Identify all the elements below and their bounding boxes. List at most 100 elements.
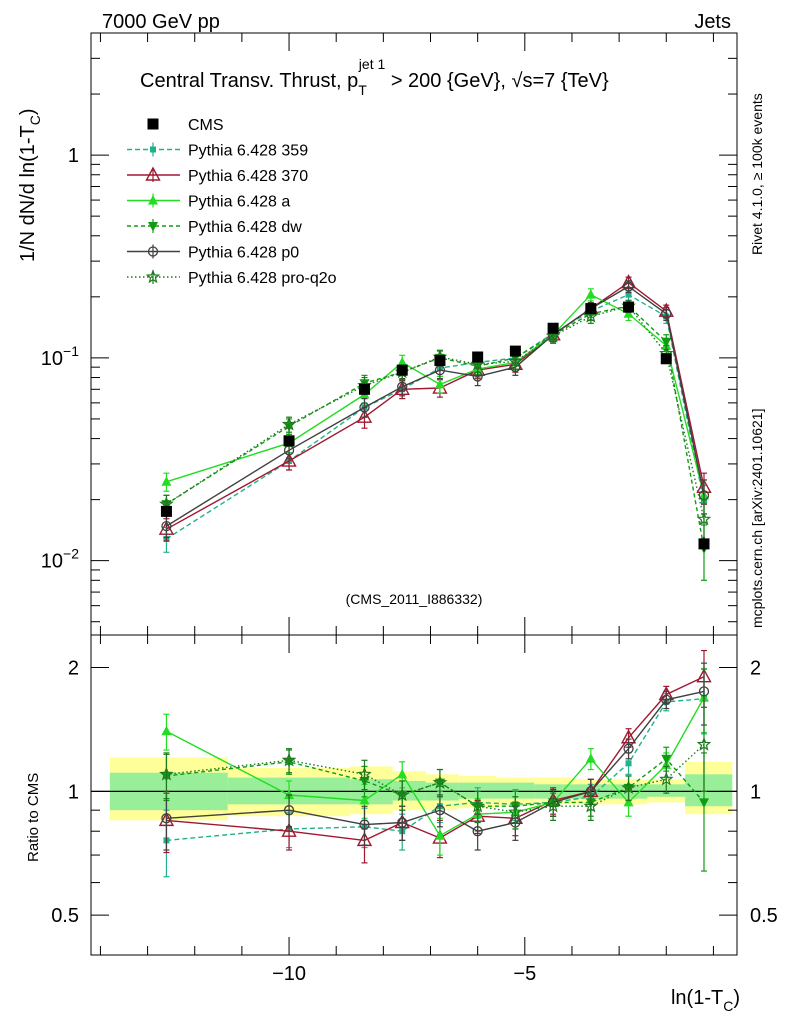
legend-label: Pythia 6.428 pro-q2o bbox=[188, 270, 337, 287]
main-y-tick-label: 1 bbox=[68, 145, 79, 167]
legend-label: Pythia 6.428 p0 bbox=[188, 245, 299, 262]
data-point bbox=[585, 303, 597, 315]
data-point bbox=[472, 351, 484, 363]
ratio-point bbox=[470, 798, 485, 813]
main-y-tick-label-base: 1 bbox=[68, 145, 79, 167]
data-point bbox=[397, 381, 408, 392]
rivet-label: Rivet 4.1.0, ≥ 100k events bbox=[749, 93, 765, 255]
main-y-axis-label-a: 1/N dN/d ln(1-T bbox=[17, 125, 39, 262]
legend-label: Pythia 6.428 dw bbox=[188, 219, 302, 236]
chart-title-post1: > 200 {GeV}, bbox=[385, 70, 511, 92]
main-y-tick-label-exp: −2 bbox=[63, 546, 79, 562]
data-point bbox=[161, 520, 172, 532]
data-point bbox=[160, 505, 172, 517]
data-point bbox=[281, 452, 297, 467]
ratio-band-inner bbox=[392, 780, 426, 801]
series-line bbox=[166, 285, 705, 527]
main-y-tick-label-base: 10 bbox=[41, 551, 63, 573]
ratio-series-pythia-6-428-pro-q2o bbox=[159, 706, 712, 830]
chart-title-sqrt: √ bbox=[511, 70, 522, 92]
ratio-point bbox=[698, 686, 710, 697]
ratio-point bbox=[284, 789, 295, 799]
header-right: Jets bbox=[694, 11, 731, 33]
main-y-axis-label-sub: C bbox=[27, 115, 43, 125]
ratio-y-tick-labels: 2 2 1 1 0.5 0.5 bbox=[51, 658, 778, 928]
main-y-tick-label-base: 10 bbox=[41, 348, 63, 370]
series-line bbox=[166, 305, 705, 549]
x-axis-label-a: ln(1-T bbox=[671, 987, 723, 1009]
main-y-tick-label: 10−1 bbox=[41, 343, 79, 370]
legend-entry-pythia-6-428-p0: Pythia 6.428 p0 bbox=[127, 244, 299, 262]
data-point bbox=[623, 301, 635, 313]
ratio-y-tick-label-right: 2 bbox=[750, 658, 761, 680]
ratio-series-line bbox=[166, 676, 705, 842]
ratio-y-tick-label-right: 1 bbox=[750, 781, 761, 803]
ratio-point bbox=[472, 826, 483, 837]
legend-marker bbox=[148, 222, 158, 232]
ratio-point bbox=[696, 736, 712, 751]
ratio-series-line bbox=[166, 697, 705, 837]
data-point bbox=[509, 345, 521, 357]
x-tick-label: −5 bbox=[513, 963, 536, 985]
ratio-point bbox=[161, 813, 172, 824]
legend-entry-pythia-6-428-pro-q2o: Pythia 6.428 pro-q2o bbox=[127, 269, 337, 287]
ratio-point bbox=[434, 830, 445, 840]
series-line bbox=[166, 293, 705, 496]
chart-title-sup: jet 1 bbox=[358, 56, 386, 72]
series-pythia-6-428-pro-q2o bbox=[159, 298, 712, 546]
data-point bbox=[396, 364, 408, 376]
series-line bbox=[166, 281, 705, 530]
ratio-y-tick-label: 2 bbox=[68, 658, 79, 680]
ratio-point bbox=[359, 819, 370, 830]
ratio-series-line bbox=[166, 698, 705, 842]
ratio-y-axis-label: Ratio to CMS bbox=[25, 773, 42, 862]
analysis-watermark: (CMS_2011_I886332) bbox=[346, 591, 483, 607]
ratio-series-pythia-6-428-370 bbox=[158, 649, 712, 864]
ratio-point bbox=[661, 694, 672, 705]
legend-entry-cms: CMS bbox=[147, 117, 224, 134]
series-pythia-6-428-359 bbox=[163, 288, 707, 553]
data-point bbox=[356, 408, 373, 423]
data-point bbox=[625, 291, 632, 298]
ratio-point bbox=[161, 725, 172, 736]
data-point bbox=[359, 402, 370, 413]
ratio-point bbox=[357, 766, 372, 781]
series-line bbox=[166, 305, 705, 520]
ratio-point bbox=[508, 804, 523, 819]
data-point bbox=[508, 353, 523, 368]
data-point bbox=[161, 476, 172, 486]
ratio-point bbox=[394, 787, 410, 802]
data-point bbox=[583, 308, 599, 323]
ratio-band-inner bbox=[685, 774, 733, 807]
ratio-point bbox=[434, 805, 446, 816]
legend-marker bbox=[147, 246, 159, 257]
legend-label: Pythia 6.428 359 bbox=[188, 143, 308, 160]
ratio-point bbox=[583, 798, 599, 813]
chart-title-pre: Central Transv. Thrust, p bbox=[140, 70, 358, 92]
ratio-point bbox=[432, 774, 448, 789]
legend: CMS Pythia 6.428 359 Pythia 6.428 370 Pythi… bbox=[127, 117, 337, 287]
legend-entry-pythia-6-428-370: Pythia 6.428 370 bbox=[127, 166, 308, 185]
legend-marker bbox=[145, 269, 161, 284]
ratio-series-layer bbox=[158, 649, 712, 878]
legend-marker bbox=[147, 118, 159, 130]
data-point bbox=[281, 416, 297, 431]
legend-marker bbox=[150, 146, 156, 153]
x-tick-labels: −10 −5 bbox=[272, 963, 536, 985]
x-tick-label: −10 bbox=[272, 963, 306, 985]
legend-label: CMS bbox=[188, 117, 224, 134]
ratio-point bbox=[659, 771, 674, 786]
data-point bbox=[661, 308, 672, 319]
x-axis-label-sub: C bbox=[723, 998, 733, 1014]
ratio-point bbox=[397, 817, 408, 828]
data-point bbox=[283, 435, 295, 447]
data-point bbox=[623, 281, 634, 292]
data-point bbox=[661, 337, 672, 348]
data-point bbox=[434, 378, 445, 389]
main-y-tick-labels: 110−110−2 bbox=[41, 145, 79, 573]
ratio-point bbox=[397, 768, 408, 779]
chart-title-sub: T bbox=[358, 82, 367, 98]
ratio-point bbox=[281, 822, 297, 837]
ratio-point bbox=[698, 798, 709, 808]
